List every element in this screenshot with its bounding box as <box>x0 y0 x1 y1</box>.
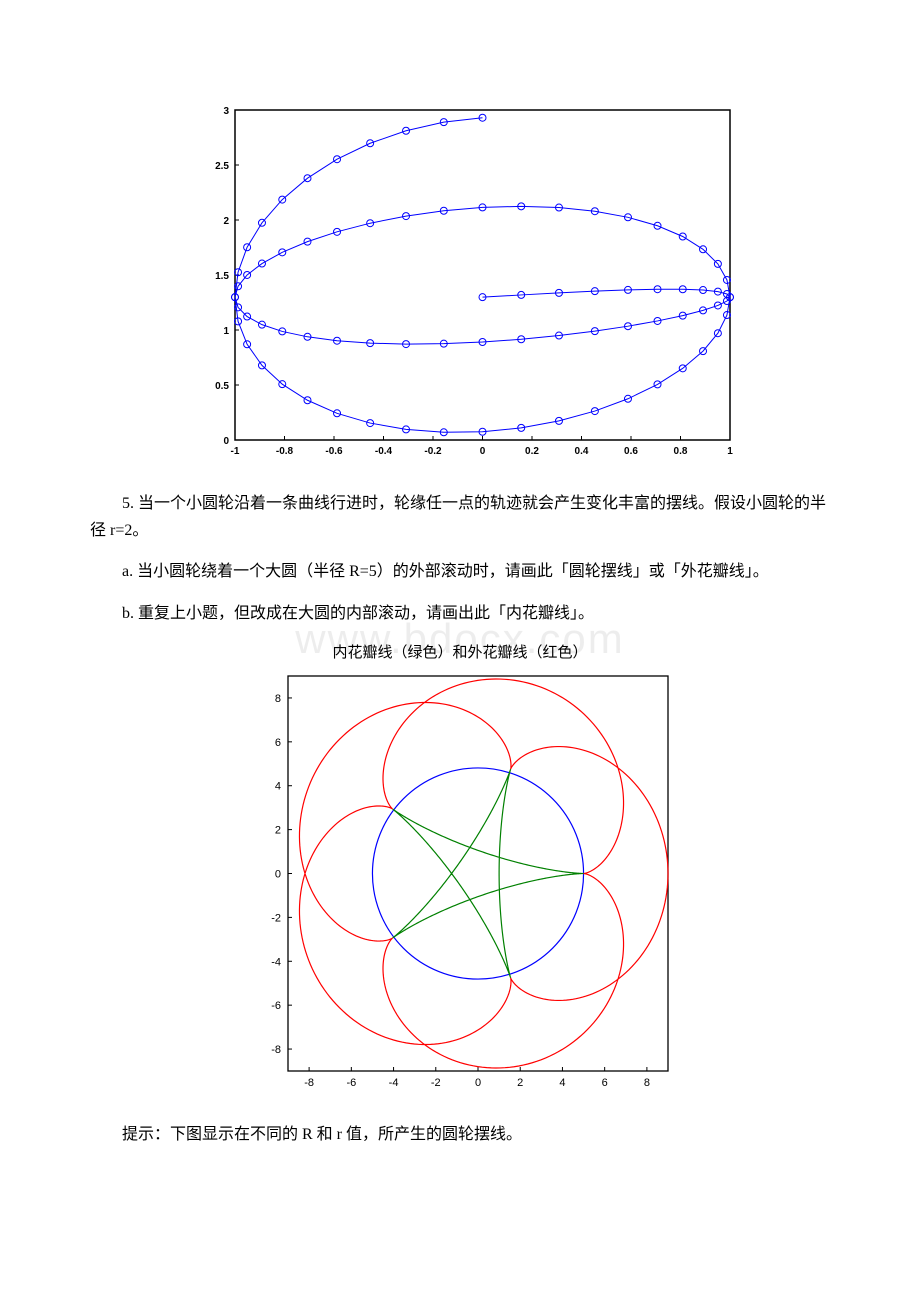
q5a-text: a. 当小圆轮绕着一个大圆（半径 R=5）的外部滚动时，请画此「圆轮摆线」或「外… <box>90 558 830 585</box>
chart2-container: -8 -6 -4 -2 0 2 4 6 8 -8 -6 -4 -2 0 2 4 6 8 <box>90 666 830 1101</box>
svg-text:-8: -8 <box>304 1077 314 1089</box>
svg-text:-4: -4 <box>271 956 281 968</box>
svg-text:-0.2: -0.2 <box>424 446 442 457</box>
svg-text:1: 1 <box>727 446 733 457</box>
svg-text:0.8: 0.8 <box>674 446 688 457</box>
hint-text: 提示：下图显示在不同的 R 和 r 值，所产生的圆轮摆线。 <box>90 1121 830 1148</box>
svg-text:-4: -4 <box>388 1077 398 1089</box>
svg-text:8: 8 <box>274 693 280 705</box>
chart2: -8 -6 -4 -2 0 2 4 6 8 -8 -6 -4 -2 0 2 4 6 8 <box>243 666 678 1101</box>
svg-text:-0.4: -0.4 <box>375 446 393 457</box>
svg-text:4: 4 <box>559 1077 565 1089</box>
q5b-text: b. 重复上小题，但改成在大圆的内部滚动，请画出此「内花瓣线」。 <box>90 600 830 627</box>
svg-text:0.2: 0.2 <box>525 446 539 457</box>
svg-text:-8: -8 <box>271 1044 281 1056</box>
svg-text:-1: -1 <box>231 446 240 457</box>
svg-text:3: 3 <box>223 106 229 117</box>
svg-text:0: 0 <box>474 1077 480 1089</box>
svg-text:0: 0 <box>223 436 229 447</box>
chart1: -1 -0.8 -0.6 -0.4 -0.2 0 0.2 0.4 0.6 0.8 1 0 0.5 1 1.5… <box>180 100 740 470</box>
svg-text:1: 1 <box>223 326 229 337</box>
svg-text:-2: -2 <box>430 1077 440 1089</box>
svg-text:-0.8: -0.8 <box>276 446 294 457</box>
svg-text:0.6: 0.6 <box>624 446 638 457</box>
svg-text:0.5: 0.5 <box>215 381 229 392</box>
svg-text:-6: -6 <box>271 1000 281 1012</box>
svg-text:6: 6 <box>601 1077 607 1089</box>
svg-text:-0.6: -0.6 <box>325 446 343 457</box>
svg-text:-6: -6 <box>346 1077 356 1089</box>
svg-text:2: 2 <box>274 824 280 836</box>
chart2-title: 内花瓣线（绿色）和外花瓣线（红色） <box>90 641 830 662</box>
svg-text:-2: -2 <box>271 912 281 924</box>
svg-text:2: 2 <box>517 1077 523 1089</box>
svg-text:0: 0 <box>274 868 280 880</box>
chart1-container: -1 -0.8 -0.6 -0.4 -0.2 0 0.2 0.4 0.6 0.8 1 0 0.5 1 1.5… <box>90 100 830 470</box>
q5-text: 5. 当一个小圆轮沿着一条曲线行进时，轮缘任一点的轨迹就会产生变化丰富的摆线。假… <box>90 490 830 544</box>
svg-text:8: 8 <box>643 1077 649 1089</box>
svg-text:2.5: 2.5 <box>215 161 229 172</box>
svg-text:0: 0 <box>480 446 486 457</box>
svg-text:4: 4 <box>274 780 280 792</box>
svg-text:2: 2 <box>223 216 229 227</box>
svg-text:0.4: 0.4 <box>575 446 589 457</box>
svg-text:1.5: 1.5 <box>215 271 229 282</box>
svg-text:6: 6 <box>274 737 280 749</box>
